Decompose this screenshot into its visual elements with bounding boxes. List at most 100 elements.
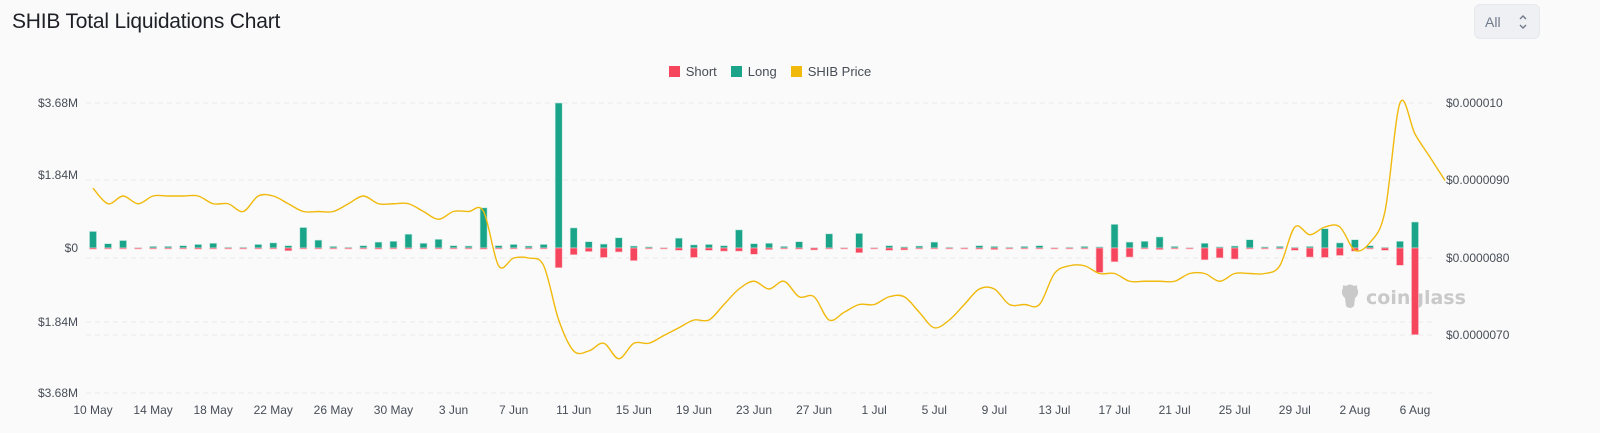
short-bar[interactable] — [1110, 247, 1119, 263]
short-bar[interactable] — [1170, 247, 1179, 250]
short-bar[interactable] — [1050, 247, 1059, 250]
short-bar[interactable] — [494, 247, 503, 250]
short-bar[interactable] — [735, 247, 743, 252]
legend-item-price[interactable]: SHIB Price — [790, 64, 871, 79]
short-bar[interactable] — [1005, 247, 1014, 250]
short-bar[interactable] — [1411, 247, 1419, 335]
long-bar[interactable] — [569, 227, 578, 249]
short-bar[interactable] — [1095, 247, 1104, 273]
long-bar[interactable] — [194, 244, 202, 249]
long-bar[interactable] — [119, 240, 127, 249]
short-bar[interactable] — [630, 247, 638, 261]
long-bar[interactable] — [975, 245, 984, 249]
short-bar[interactable] — [750, 247, 758, 255]
short-bar[interactable] — [1215, 247, 1224, 259]
short-bar[interactable] — [584, 247, 593, 252]
short-bar[interactable] — [1035, 247, 1044, 250]
short-bar[interactable] — [1260, 247, 1269, 250]
long-bar[interactable] — [599, 243, 608, 249]
short-bar[interactable] — [149, 247, 157, 250]
short-bar[interactable] — [840, 247, 848, 250]
short-bar[interactable] — [915, 247, 924, 250]
short-bar[interactable] — [1321, 247, 1329, 258]
long-bar[interactable] — [855, 233, 863, 249]
long-bar[interactable] — [314, 239, 323, 249]
short-bar[interactable] — [810, 247, 818, 251]
short-bar[interactable] — [359, 247, 368, 250]
short-bar[interactable] — [975, 247, 984, 250]
short-bar[interactable] — [885, 247, 894, 251]
long-bar[interactable] — [89, 231, 97, 249]
short-bar[interactable] — [329, 247, 338, 250]
short-bar[interactable] — [1125, 247, 1134, 258]
long-bar[interactable] — [209, 242, 217, 249]
short-bar[interactable] — [269, 247, 278, 250]
long-bar[interactable] — [539, 244, 548, 249]
short-bar[interactable] — [1245, 247, 1254, 250]
long-bar[interactable] — [750, 243, 758, 249]
long-bar[interactable] — [419, 242, 428, 249]
short-bar[interactable] — [1020, 247, 1029, 250]
short-bar[interactable] — [1200, 247, 1209, 261]
short-bar[interactable] — [479, 247, 488, 250]
long-bar[interactable] — [404, 233, 413, 249]
short-bar[interactable] — [209, 247, 217, 250]
long-bar[interactable] — [765, 242, 773, 249]
short-bar[interactable] — [1230, 247, 1239, 260]
short-bar[interactable] — [1396, 247, 1404, 266]
time-range-select[interactable]: All — [1474, 4, 1540, 39]
long-bar[interactable] — [1411, 221, 1419, 249]
short-bar[interactable] — [1275, 247, 1284, 250]
short-bar[interactable] — [1185, 247, 1194, 250]
short-bar[interactable] — [164, 247, 172, 250]
short-bar[interactable] — [194, 247, 202, 250]
short-bar[interactable] — [314, 247, 323, 250]
short-bar[interactable] — [284, 247, 293, 252]
short-bar[interactable] — [389, 247, 398, 250]
short-bar[interactable] — [870, 247, 878, 250]
short-bar[interactable] — [705, 247, 713, 251]
short-bar[interactable] — [1080, 247, 1089, 250]
long-bar[interactable] — [254, 244, 263, 249]
long-bar[interactable] — [1396, 241, 1404, 249]
short-bar[interactable] — [524, 247, 533, 250]
short-bar[interactable] — [464, 247, 473, 250]
long-bar[interactable] — [1336, 242, 1344, 249]
short-bar[interactable] — [945, 247, 954, 250]
long-bar[interactable] — [449, 245, 458, 249]
short-bar[interactable] — [419, 247, 428, 250]
long-bar[interactable] — [1321, 228, 1329, 249]
short-bar[interactable] — [990, 247, 999, 250]
short-bar[interactable] — [539, 247, 548, 250]
long-bar[interactable] — [434, 239, 443, 249]
short-bar[interactable] — [720, 247, 728, 252]
short-bar[interactable] — [449, 247, 458, 250]
short-bar[interactable] — [900, 247, 909, 251]
long-bar[interactable] — [299, 227, 308, 249]
long-bar[interactable] — [1155, 236, 1164, 249]
short-bar[interactable] — [825, 247, 833, 250]
long-bar[interactable] — [825, 233, 833, 249]
long-bar[interactable] — [614, 237, 623, 249]
short-bar[interactable] — [134, 247, 142, 250]
long-bar[interactable] — [479, 207, 488, 249]
short-bar[interactable] — [434, 247, 443, 250]
long-bar[interactable] — [690, 244, 698, 249]
long-bar[interactable] — [1125, 241, 1134, 249]
short-bar[interactable] — [614, 247, 623, 253]
long-bar[interactable] — [359, 245, 368, 249]
long-bar[interactable] — [374, 241, 383, 249]
long-bar[interactable] — [885, 245, 894, 249]
short-bar[interactable] — [374, 247, 383, 250]
short-bar[interactable] — [1366, 247, 1374, 250]
short-bar[interactable] — [780, 247, 788, 250]
short-bar[interactable] — [1140, 247, 1149, 250]
long-bar[interactable] — [675, 237, 683, 249]
short-bar[interactable] — [224, 247, 233, 250]
long-bar[interactable] — [720, 245, 728, 249]
legend-item-long[interactable]: Long — [730, 64, 777, 79]
short-bar[interactable] — [1306, 247, 1314, 258]
short-bar[interactable] — [675, 247, 683, 251]
short-bar[interactable] — [119, 247, 127, 250]
short-bar[interactable] — [254, 247, 263, 250]
